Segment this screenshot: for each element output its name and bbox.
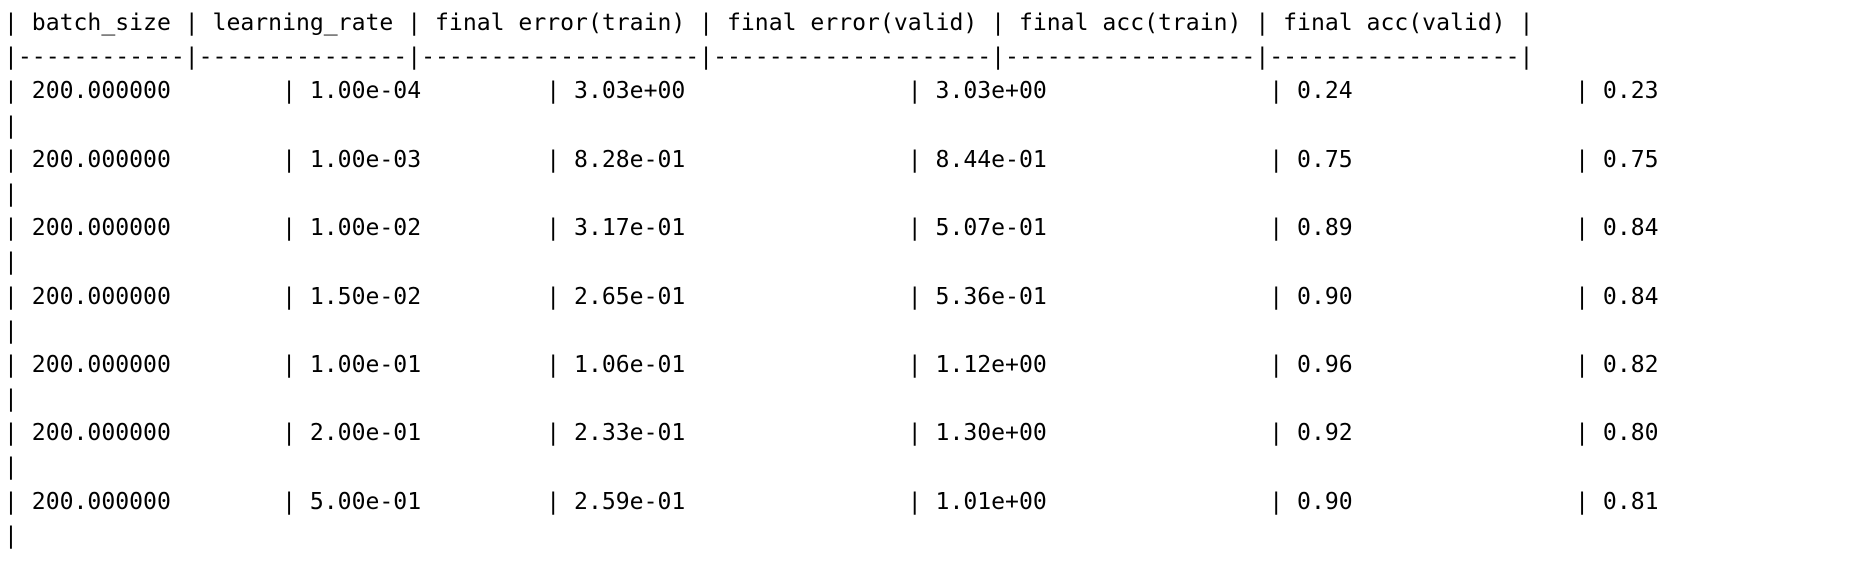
table-row-spacer: |	[4, 317, 18, 344]
table-row-line: | 200.000000 | 5.00e-01 | 2.59e-01 | 1.0…	[4, 488, 1659, 515]
table-row-line: | 200.000000 | 2.00e-01 | 2.33e-01 | 1.3…	[4, 420, 1659, 447]
table-separator-line: |------------|---------------|----------…	[4, 44, 1534, 71]
markdown-results-table: | batch_size | learning_rate | final err…	[4, 6, 1659, 553]
table-row-line: | 200.000000 | 1.00e-01 | 1.06e-01 | 1.1…	[4, 351, 1659, 378]
table-row-line: | 200.000000 | 1.00e-04 | 3.03e+00 | 3.0…	[4, 78, 1659, 105]
table-row-spacer: |	[4, 249, 18, 276]
table-row-spacer: |	[4, 522, 18, 549]
table-row-line: | 200.000000 | 1.50e-02 | 2.65e-01 | 5.3…	[4, 283, 1659, 310]
table-row-spacer: |	[4, 180, 18, 207]
table-row-spacer: |	[4, 112, 18, 139]
table-header-line: | batch_size | learning_rate | final err…	[4, 10, 1534, 36]
table-row-spacer: |	[4, 454, 18, 481]
table-row-line: | 200.000000 | 1.00e-02 | 3.17e-01 | 5.0…	[4, 215, 1659, 242]
table-row-line: | 200.000000 | 1.00e-03 | 8.28e-01 | 8.4…	[4, 146, 1659, 173]
table-row-spacer: |	[4, 386, 18, 413]
